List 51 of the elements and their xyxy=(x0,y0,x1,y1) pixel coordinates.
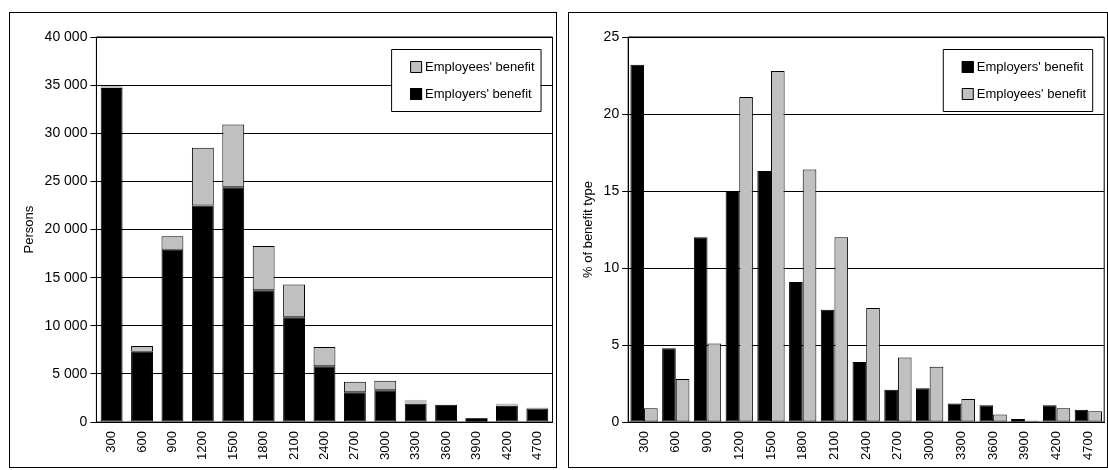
y-tick-label: 20 000 xyxy=(44,220,88,237)
x-tick-label: 4200 xyxy=(1048,431,1064,460)
y-tick-label: 25 000 xyxy=(44,172,88,189)
y-tick-label: 20 xyxy=(603,104,620,121)
x-tick-label: 900 xyxy=(164,431,180,453)
x-tick-label: 600 xyxy=(133,431,149,453)
y-axis-title: Persons xyxy=(21,205,37,254)
x-tick-label: 300 xyxy=(635,431,651,453)
y-tick-label: 15 000 xyxy=(44,268,88,285)
x-tick-label: 4700 xyxy=(1079,431,1095,460)
y-tick-label: 0 xyxy=(611,412,620,429)
x-tick-label: 2100 xyxy=(285,431,301,460)
x-tick-label: 2700 xyxy=(346,431,362,460)
x-tick-label: 2700 xyxy=(889,431,905,460)
x-tick-label: 2100 xyxy=(826,431,842,460)
y-tick-label: 10 000 xyxy=(44,316,88,333)
y-axis-title: % of benefit type xyxy=(580,181,596,278)
x-tick-label: 1500 xyxy=(762,431,778,460)
x-tick-label: 600 xyxy=(667,431,683,453)
y-tick-label: 0 xyxy=(79,412,88,429)
legend-label: Employers' benefit xyxy=(976,58,1084,74)
x-tick-label: 3900 xyxy=(1016,431,1032,460)
x-tick-label: 2400 xyxy=(316,431,332,460)
x-tick-label: 3600 xyxy=(984,431,1000,460)
y-tick-label: 15 xyxy=(603,181,620,198)
y-tick-label: 30 000 xyxy=(44,124,88,141)
x-tick-label: 1200 xyxy=(730,431,746,460)
x-tick-label: 300 xyxy=(103,431,119,453)
legend-label: Employees' benefit xyxy=(976,85,1087,101)
x-tick-label: 3900 xyxy=(468,431,484,460)
y-tick-label: 25 xyxy=(603,27,620,44)
x-tick-label: 3300 xyxy=(407,431,423,460)
y-tick-label: 10 xyxy=(603,258,620,275)
y-tick-label: 5 000 xyxy=(52,364,88,381)
x-tick-label: 3300 xyxy=(952,431,968,460)
x-tick-label: 1200 xyxy=(194,431,210,460)
x-tick-label: 2400 xyxy=(857,431,873,460)
y-tick-label: 40 000 xyxy=(44,27,88,44)
x-tick-label: 1500 xyxy=(224,431,240,460)
x-tick-label: 1800 xyxy=(794,431,810,460)
x-tick-label: 4200 xyxy=(498,431,514,460)
x-tick-label: 4700 xyxy=(528,431,544,460)
legend-label: Employees' benefit xyxy=(425,58,535,74)
y-tick-label: 5 xyxy=(611,335,620,352)
x-tick-label: 1800 xyxy=(255,431,271,460)
x-tick-label: 3600 xyxy=(437,431,453,460)
x-tick-label: 900 xyxy=(699,431,715,453)
y-tick-label: 35 000 xyxy=(44,75,88,92)
x-tick-label: 3000 xyxy=(376,431,392,460)
x-tick-label: 3000 xyxy=(921,431,937,460)
legend-label: Employers' benefit xyxy=(425,85,533,101)
